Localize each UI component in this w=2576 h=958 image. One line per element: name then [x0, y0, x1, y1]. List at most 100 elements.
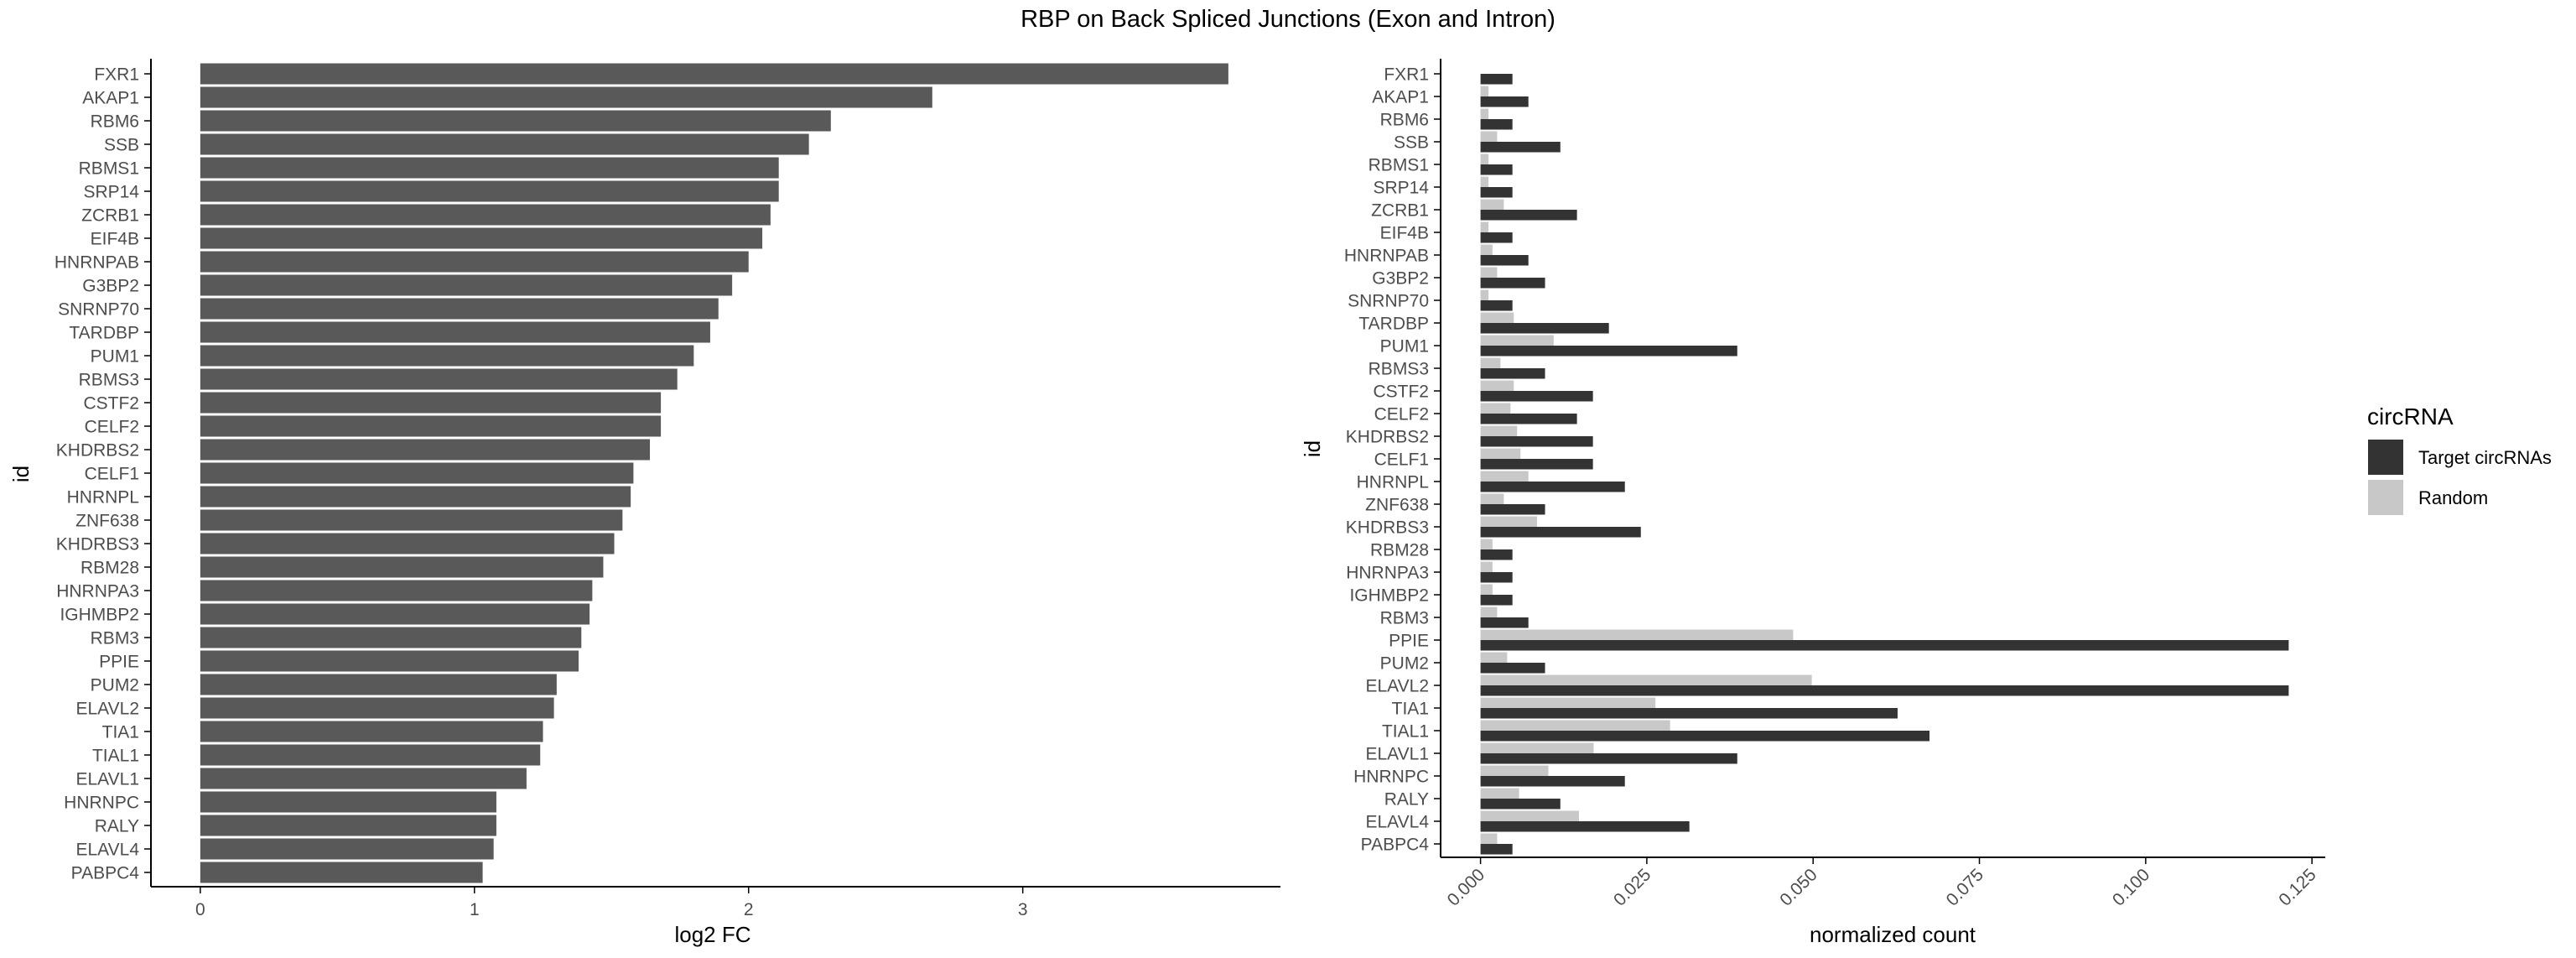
y-tick-label: ZCRB1 — [1371, 201, 1429, 221]
bar-log2fc-hnrnpc — [200, 791, 496, 813]
bar-random-snrnp70 — [1480, 289, 1489, 300]
bar-target-circrnas-celf2 — [1480, 414, 1577, 424]
bar-random-hnrnpc — [1480, 765, 1549, 776]
bar-target-circrnas-tardbp — [1480, 323, 1609, 334]
figure-title: RBP on Back Spliced Junctions (Exon and … — [1021, 6, 1555, 33]
y-tick-label: FXR1 — [94, 65, 139, 85]
y-tick-label: KHDRBS3 — [56, 535, 139, 554]
y-tick-label: KHDRBS3 — [1346, 518, 1429, 538]
y-tick-label: RBMS3 — [79, 371, 139, 390]
bar-target-circrnas-raly — [1480, 799, 1561, 810]
y-tick-label: RBMS3 — [1368, 360, 1429, 379]
log2fc-chart: FXR1 AKAP1 RBM6 SSB RBMS1 SRP14 ZCRB1 EIF4B HNRN… — [8, 59, 1280, 947]
y-tick-label: ELAVL4 — [76, 841, 140, 860]
bar-log2fc-tial1 — [200, 744, 541, 766]
y-tick-label: HNRNPL — [67, 488, 139, 508]
bar-random-ighmbp2 — [1480, 584, 1493, 595]
y-tick-label: HNRNPC — [1353, 768, 1429, 787]
y-tick-label: RBM6 — [1380, 111, 1429, 130]
x-tick-label: 0.075 — [1943, 865, 1987, 909]
bar-random-pum1 — [1480, 335, 1554, 346]
bar-target-circrnas-rbm6 — [1480, 119, 1513, 130]
legend-swatch-target — [2368, 440, 2403, 475]
bar-random-pabpc4 — [1480, 833, 1498, 844]
bar-random-rbm28 — [1480, 539, 1493, 549]
bar-log2fc-pum1 — [200, 345, 694, 367]
bar-target-circrnas-fxr1 — [1480, 74, 1513, 85]
y-tick-label: SNRNP70 — [1348, 292, 1429, 311]
bar-random-pum2 — [1480, 652, 1508, 663]
y-tick-label: TIAL1 — [1382, 722, 1429, 742]
bar-random-rbm3 — [1480, 607, 1498, 617]
y-tick-label: TARDBP — [1358, 315, 1429, 334]
bar-log2fc-cstf2 — [200, 392, 662, 414]
bar-random-elavl4 — [1480, 810, 1579, 821]
bar-log2fc-pum2 — [200, 674, 557, 695]
y-tick-label: ELAVL4 — [1366, 813, 1430, 832]
bar-log2fc-rbm3 — [200, 627, 582, 648]
y-tick-label: RALY — [95, 817, 139, 836]
y-tick-label: HNRNPL — [1357, 473, 1429, 492]
bar-target-circrnas-pum2 — [1480, 663, 1545, 674]
log2fc-axes: 0 1 2 3 — [150, 59, 1280, 919]
y-tick-label: G3BP2 — [1372, 269, 1429, 289]
bar-random-ssb — [1480, 131, 1498, 142]
y-tick-label: G3BP2 — [82, 277, 139, 296]
bar-log2fc-rbms3 — [200, 368, 678, 390]
y-tick-label: PUM2 — [1380, 654, 1429, 674]
y-tick-label: PABPC4 — [71, 864, 140, 883]
log2fc-y-axis-title: id — [8, 466, 34, 482]
bar-log2fc-pabpc4 — [200, 862, 483, 883]
y-tick-label: ELAVL2 — [76, 700, 140, 719]
y-tick-label: PUM1 — [91, 347, 139, 367]
x-tick-label: 1 — [470, 900, 480, 919]
bar-random-celf1 — [1480, 448, 1521, 459]
bar-log2fc-celf1 — [200, 462, 634, 484]
bar-log2fc-eif4b — [200, 227, 763, 249]
y-tick-label: HNRNPAB — [1344, 247, 1429, 266]
y-tick-label: SSB — [1394, 133, 1429, 153]
bar-random-eif4b — [1480, 221, 1489, 232]
y-tick-label: RBM6 — [91, 112, 139, 132]
y-tick-label: AKAP1 — [82, 89, 139, 108]
bar-target-circrnas-hnrnpa3 — [1480, 572, 1513, 583]
bar-target-circrnas-rbm28 — [1480, 549, 1513, 560]
bar-target-circrnas-rbm3 — [1480, 617, 1529, 628]
bar-random-khdrbs3 — [1480, 516, 1538, 527]
bar-log2fc-hnrnpa3 — [200, 580, 593, 601]
bar-target-circrnas-elavl1 — [1480, 753, 1737, 764]
bar-log2fc-ighmbp2 — [200, 603, 590, 625]
bar-target-circrnas-ppie — [1480, 640, 2289, 651]
bar-log2fc-raly — [200, 815, 496, 836]
bar-random-rbm6 — [1480, 108, 1489, 119]
bar-log2fc-rbms1 — [200, 157, 779, 179]
bar-random-tia1 — [1480, 697, 1656, 708]
y-tick-label: RALY — [1384, 790, 1429, 810]
y-tick-label: ZNF638 — [1365, 496, 1429, 515]
bar-log2fc-hnrnpl — [200, 486, 631, 508]
y-tick-label: ZNF638 — [75, 512, 139, 531]
bar-log2fc-celf2 — [200, 415, 662, 437]
bar-log2fc-fxr1 — [200, 63, 1228, 85]
bar-target-circrnas-tia1 — [1480, 708, 1898, 719]
log2fc-category-labels: FXR1 AKAP1 RBM6 SSB RBMS1 SRP14 ZCRB1 EIF4B HNRN… — [55, 65, 151, 883]
legend-label-random: Random — [2418, 487, 2488, 508]
bar-log2fc-tardbp — [200, 321, 710, 343]
bar-random-ppie — [1480, 629, 1794, 640]
bar-log2fc-khdrbs2 — [200, 439, 651, 461]
y-tick-label: HNRNPA3 — [1346, 564, 1429, 583]
bar-random-tial1 — [1480, 720, 1670, 731]
y-tick-label: RBMS1 — [79, 159, 139, 179]
y-tick-label: SRP14 — [83, 183, 139, 202]
bar-random-rbms1 — [1480, 154, 1489, 164]
bar-log2fc-ssb — [200, 133, 809, 155]
normalized-count-category-labels: FXR1 AKAP1 RBM6 SSB RBMS1 SRP14 ZCRB1 EIF4B HNRN… — [1344, 65, 1441, 855]
bar-target-circrnas-eif4b — [1480, 232, 1513, 243]
bar-target-circrnas-elavl2 — [1480, 685, 2289, 696]
bar-target-circrnas-hnrnpl — [1480, 482, 1625, 492]
bar-random-hnrnpa3 — [1480, 561, 1493, 572]
bar-target-circrnas-hnrnpab — [1480, 255, 1529, 266]
y-tick-label: EIF4B — [91, 230, 139, 249]
bar-target-circrnas-rbms1 — [1480, 164, 1513, 175]
normalized-count-bars — [1480, 74, 2289, 855]
